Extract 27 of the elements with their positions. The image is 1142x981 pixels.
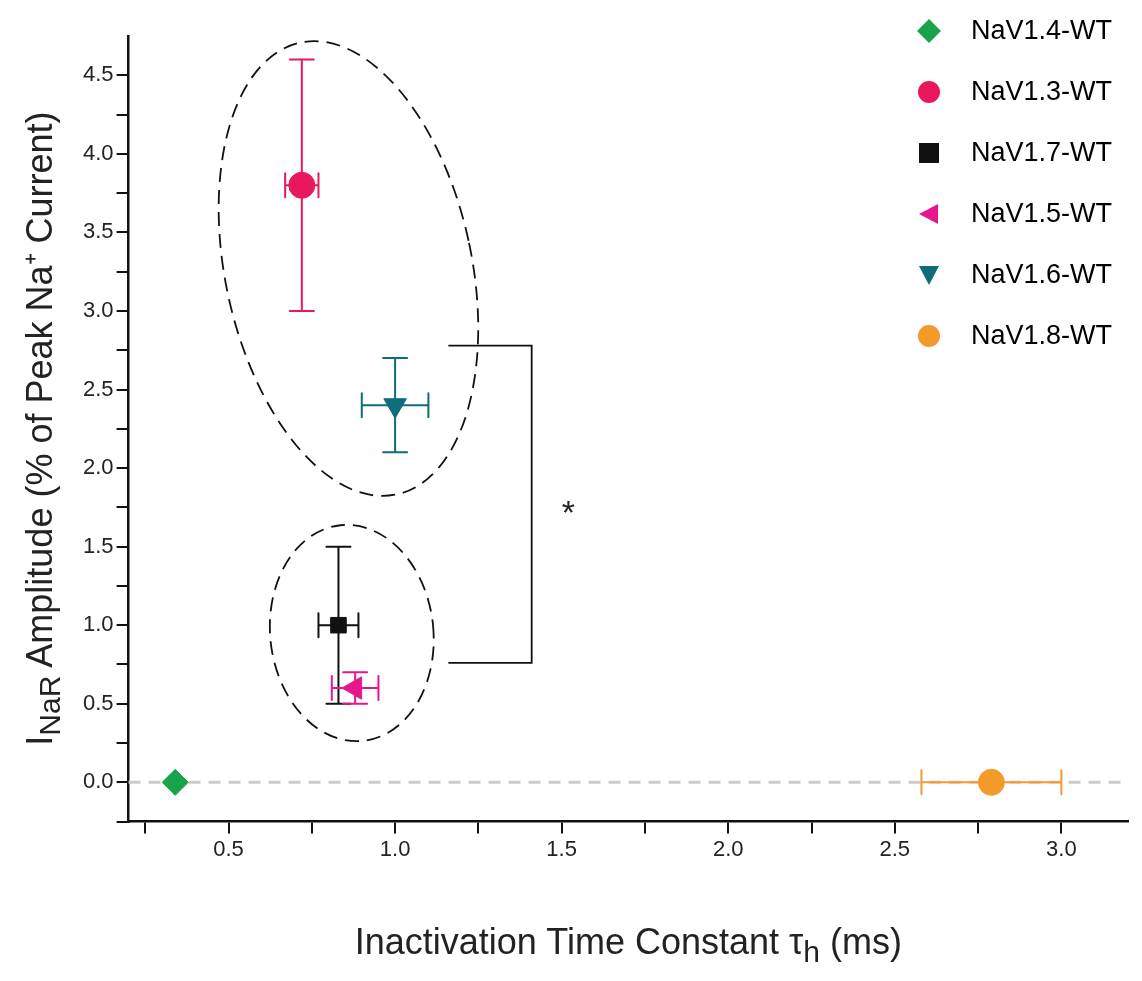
legend-label: NaV1.6-WT [970,259,1112,290]
y-tick-label: 0.5 [82,689,114,715]
y-tick-label: 1.0 [82,611,114,637]
x-tick-label: 2.5 [879,835,911,861]
y-tick-label: 4.5 [82,61,114,87]
legend-label: NaV1.4-WT [970,15,1112,46]
legend-label: NaV1.7-WT [970,137,1112,168]
legend-label: NaV1.5-WT [970,198,1112,229]
legend-label: NaV1.3-WT [970,76,1112,107]
y-tick-label: 1.5 [82,532,114,558]
x-tick-label: 1.5 [546,835,577,861]
point [977,768,1005,796]
x-tick-label: 3.0 [1046,835,1077,861]
x-axis-title: Inactivation Time Constant τ$_{h}$ (ms) [354,921,902,970]
y-tick-label: 3.5 [82,218,114,244]
annotation: * [561,492,576,532]
y-tick-label: 2.0 [82,454,114,480]
y-tick-label: 4.0 [82,139,114,165]
y-tick-label: 3.0 [82,297,114,323]
y-tick-label: 2.5 [82,375,114,401]
point [330,616,347,634]
x-tick-label: 0.5 [213,835,244,861]
y-tick-label: 0.0 [82,768,114,794]
point [161,768,189,796]
x-tick-label: 2.0 [712,835,744,861]
x-tick-label: 1.0 [379,835,411,861]
legend-label: NaV1.8-WT [970,320,1112,351]
